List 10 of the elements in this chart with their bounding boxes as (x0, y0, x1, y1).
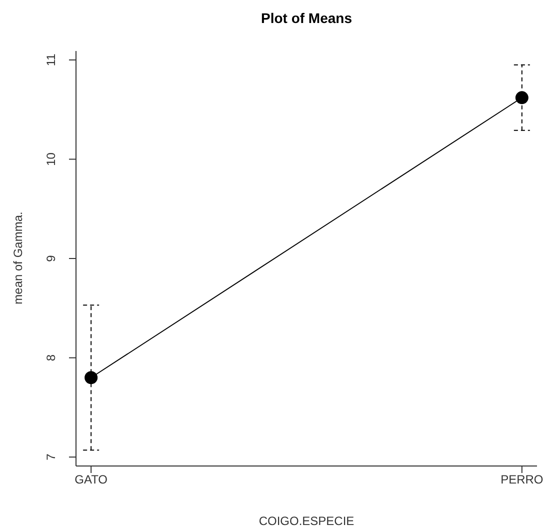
x-tick-label: GATO (74, 472, 108, 487)
chart-title: Plot of Means (260, 10, 353, 26)
y-tick-label: 10 (44, 152, 58, 166)
x-tick-label: PERRO (500, 472, 544, 487)
y-tick-label: 9 (44, 254, 58, 262)
y-tick-label: 7 (44, 453, 58, 460)
y-tick-label: 8 (44, 354, 58, 362)
y-axis-title: mean of Gamma. (11, 212, 25, 304)
x-axis-title: COIGO.ESPECIE (258, 514, 356, 528)
y-tick-label: 11 (44, 53, 58, 66)
